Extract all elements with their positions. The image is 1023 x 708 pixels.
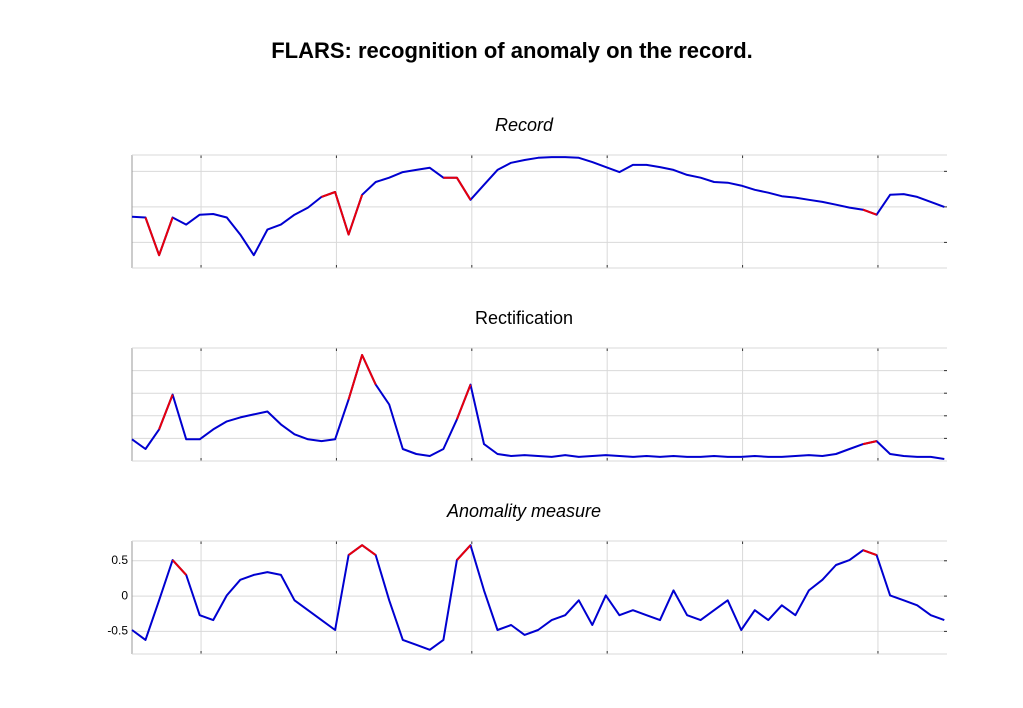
y-tick-label: 0.5 bbox=[111, 553, 128, 567]
signal-line bbox=[171, 544, 877, 576]
signal-line bbox=[131, 544, 945, 651]
y-tick-label: -0.5 bbox=[107, 624, 128, 638]
signal-line bbox=[144, 176, 877, 257]
signal-line bbox=[158, 354, 877, 446]
panel-title: Rectification bbox=[475, 308, 573, 328]
y-tick-label: 0 bbox=[121, 588, 128, 602]
signal-line bbox=[131, 354, 945, 460]
panel-title: Record bbox=[495, 115, 554, 135]
figure-title: FLARS: recognition of anomaly on the rec… bbox=[271, 38, 753, 63]
signal-line bbox=[131, 156, 945, 257]
panel-title: Anomality measure bbox=[446, 501, 601, 521]
